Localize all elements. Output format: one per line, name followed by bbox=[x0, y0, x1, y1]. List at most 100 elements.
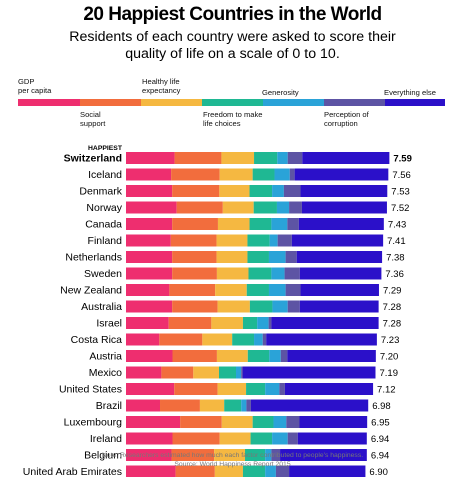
bar-segment bbox=[284, 383, 374, 395]
legend-swatch-health bbox=[141, 99, 202, 106]
bar-segment bbox=[299, 300, 379, 313]
bar-segment bbox=[211, 317, 243, 329]
bar-segment bbox=[298, 218, 384, 230]
bar-segment bbox=[266, 333, 377, 346]
bar-segment bbox=[287, 432, 298, 445]
bar-segment bbox=[241, 366, 243, 379]
bar-segment bbox=[275, 465, 290, 477]
bar-segment bbox=[126, 267, 173, 280]
score-label: 7.41 bbox=[387, 236, 406, 247]
bar-segment bbox=[289, 201, 302, 214]
bar-segment bbox=[272, 432, 288, 445]
bar-segment bbox=[252, 416, 274, 428]
country-label: United States bbox=[59, 384, 122, 396]
bar-segment bbox=[214, 449, 246, 461]
bar-segment bbox=[219, 432, 251, 445]
score-label: 7.23 bbox=[381, 335, 400, 346]
bar-segment bbox=[126, 333, 160, 346]
bar-segment bbox=[221, 416, 253, 428]
bar-segment bbox=[246, 284, 269, 296]
legend-color-bar bbox=[18, 99, 445, 106]
country-label: Sweden bbox=[84, 268, 122, 280]
legend-label-corruption: Perception of corruption bbox=[324, 110, 369, 128]
bar-segment bbox=[271, 317, 379, 329]
score-label: 7.29 bbox=[383, 286, 402, 297]
bar-segment bbox=[269, 234, 278, 247]
bar-segment bbox=[221, 152, 255, 164]
bar-segment bbox=[249, 185, 273, 197]
score-label: 7.52 bbox=[391, 203, 410, 214]
bar-segment bbox=[277, 234, 292, 247]
bar-segment bbox=[172, 185, 220, 197]
bar-segment bbox=[169, 284, 216, 296]
bar-segment bbox=[171, 449, 215, 461]
chart-note: Note: Researchers estimated how much eac… bbox=[0, 452, 465, 469]
legend-swatch-else bbox=[385, 99, 445, 106]
bar-segment bbox=[262, 333, 267, 346]
bar-segment bbox=[268, 317, 272, 329]
bar-segment bbox=[247, 251, 269, 263]
bar-segment bbox=[126, 465, 176, 477]
bar-segment bbox=[279, 383, 285, 395]
bar-segment bbox=[219, 366, 236, 379]
bar-segment bbox=[172, 218, 218, 230]
bar-segment bbox=[215, 284, 247, 296]
chart-subtitle: Residents of each country were asked to … bbox=[69, 29, 396, 62]
bar-segment bbox=[286, 416, 300, 428]
bar-segment bbox=[242, 317, 258, 329]
bar-segment bbox=[174, 152, 222, 164]
bar-segment bbox=[299, 267, 382, 280]
bar-segment bbox=[199, 399, 225, 412]
legend-label-health: Healthy life expectancy bbox=[142, 77, 181, 95]
bar-segment bbox=[126, 383, 175, 395]
bar-segment bbox=[245, 449, 266, 461]
bar-segment bbox=[126, 152, 175, 164]
legend-label-generosity: Generosity bbox=[262, 88, 299, 97]
bar-segment bbox=[217, 383, 247, 395]
bar-segment bbox=[172, 267, 217, 280]
bar-segment bbox=[126, 366, 162, 379]
bar-segment bbox=[300, 284, 379, 296]
bar-segment bbox=[287, 152, 303, 164]
bar-segment bbox=[284, 267, 300, 280]
score-label: 7.43 bbox=[388, 220, 407, 231]
bar-segment bbox=[126, 185, 173, 197]
bar-segment bbox=[287, 218, 299, 230]
bar-segment bbox=[242, 366, 376, 379]
legend-label-gdp: GDP per capita bbox=[18, 77, 52, 95]
bar-segment bbox=[289, 168, 295, 181]
bar-segment bbox=[126, 399, 161, 412]
bar-segment bbox=[236, 366, 242, 379]
bar-segment bbox=[126, 432, 173, 445]
bar-segment bbox=[172, 350, 217, 362]
country-label: New Zealand bbox=[60, 285, 122, 297]
bar-segment bbox=[296, 251, 383, 263]
bar-segment bbox=[126, 251, 173, 263]
bar-segment bbox=[250, 399, 369, 412]
bar-segment bbox=[271, 218, 288, 230]
country-label: Finland bbox=[88, 235, 123, 247]
bar-segment bbox=[126, 416, 181, 428]
bar-segment bbox=[161, 366, 194, 379]
bar-segment bbox=[276, 201, 290, 214]
happiest-label: HAPPIEST bbox=[88, 145, 122, 152]
bar-segment bbox=[126, 218, 173, 230]
legend-label-freedom: Freedom to make life choices bbox=[203, 110, 263, 128]
bar-segment bbox=[246, 399, 251, 412]
legend-swatch-generosity bbox=[263, 99, 324, 106]
country-label: Ireland bbox=[90, 433, 122, 445]
country-label: Luxembourg bbox=[64, 417, 123, 429]
bar-segment bbox=[280, 449, 367, 461]
bar-segment bbox=[285, 251, 297, 263]
legend-label-social: Social support bbox=[80, 110, 106, 128]
bar-segment bbox=[175, 465, 215, 477]
bar-segment bbox=[126, 317, 169, 329]
bar-segment bbox=[241, 399, 247, 412]
bar-segment bbox=[257, 317, 269, 329]
bar-segment bbox=[249, 300, 273, 313]
bar-segment bbox=[126, 168, 172, 181]
score-label: 7.53 bbox=[391, 187, 410, 198]
bar-segment bbox=[174, 383, 218, 395]
bar-segment bbox=[249, 218, 272, 230]
